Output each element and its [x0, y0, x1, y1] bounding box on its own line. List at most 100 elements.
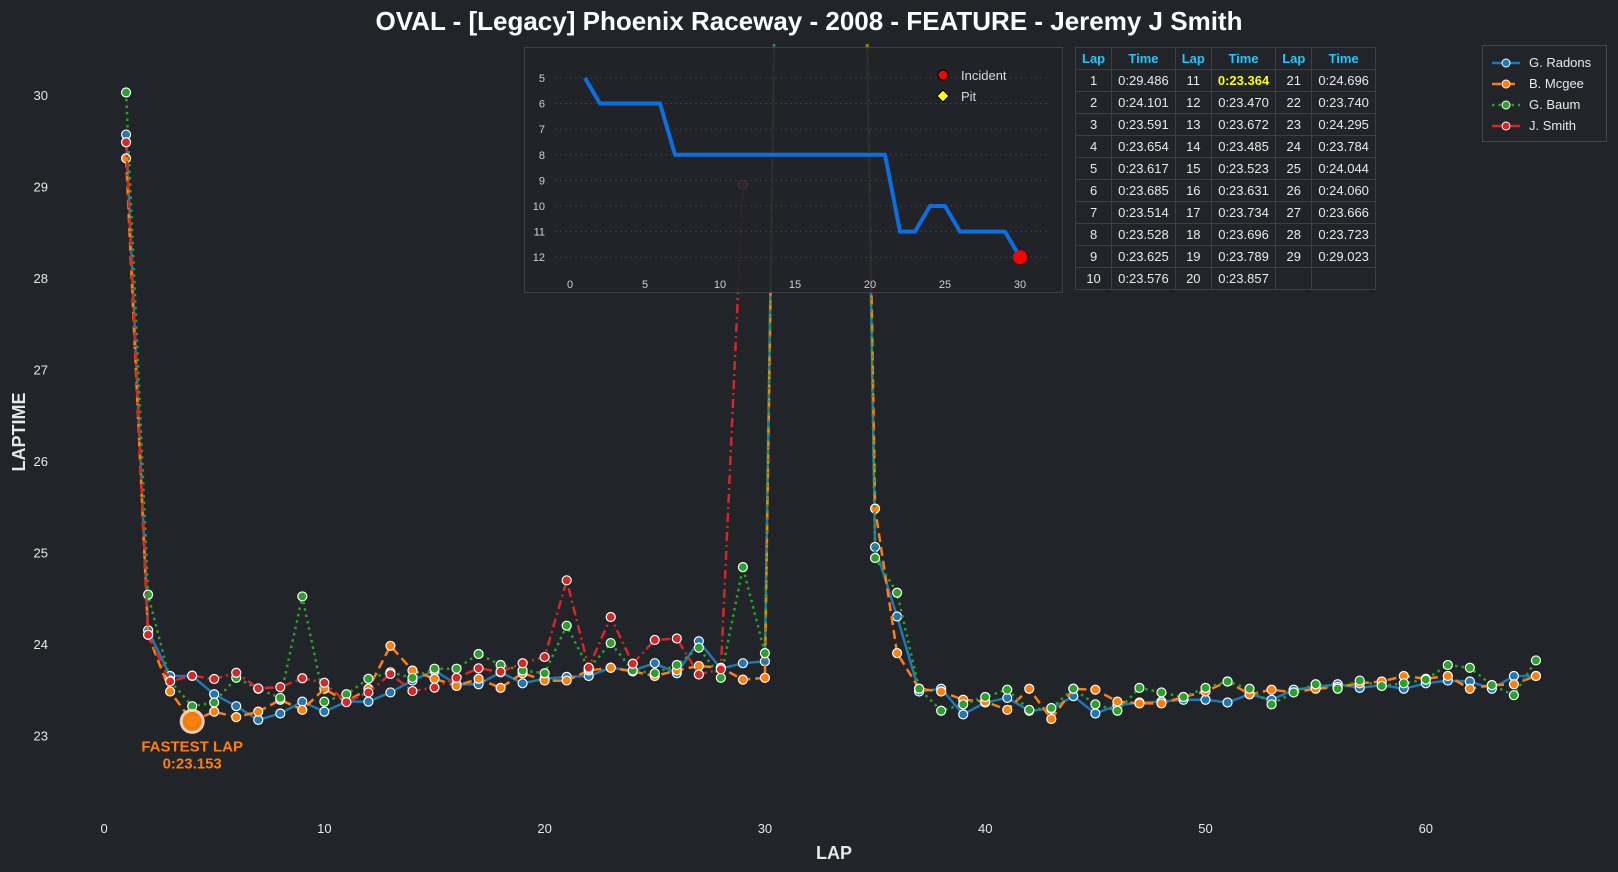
data-point-g-baum [1398, 678, 1409, 689]
data-point-g-radons [517, 678, 528, 689]
y-axis-label: LAPTIME [9, 393, 29, 472]
y-tick-label: 28 [34, 271, 48, 286]
lap-number-cell: 20 [1174, 267, 1212, 290]
inset-legend-label-incident: Incident [961, 68, 1007, 83]
data-point-g-radons [1090, 708, 1101, 719]
data-point-b-mcgee [209, 706, 220, 717]
lap-number-cell: 12 [1174, 91, 1212, 114]
data-point-j-smith [120, 137, 132, 148]
lap-time-cell: 0:23.470 [1210, 91, 1277, 114]
data-point-j-smith [165, 676, 176, 687]
data-point-g-baum [914, 683, 925, 694]
data-point-j-smith [473, 663, 484, 674]
pit-legend-icon [936, 89, 950, 103]
lap-time-cell: 0:23.485 [1210, 135, 1277, 158]
legend-marker [1501, 100, 1511, 109]
data-point-j-smith [231, 667, 242, 678]
data-point-g-baum [892, 587, 903, 598]
lap-number-cell: 19 [1174, 245, 1212, 268]
lap-time-cell: 0:23.857 [1210, 267, 1277, 290]
inset-y-tick-label: 7 [539, 124, 545, 136]
data-point-g-baum [1002, 684, 1013, 695]
data-point-j-smith [429, 682, 440, 693]
lap-number-cell: 2 [1074, 91, 1113, 114]
data-point-j-smith [693, 669, 704, 680]
inset-x-tick-label: 20 [864, 279, 876, 291]
data-point-g-baum [605, 637, 616, 649]
inset-x-tick-label: 25 [939, 279, 951, 291]
lap-time-cell: 0:23.528 [1111, 223, 1176, 246]
data-point-g-baum [737, 562, 748, 573]
data-point-b-mcgee [759, 672, 771, 683]
data-point-g-baum [275, 692, 286, 704]
lap-time-cell: 0:23.666 [1311, 201, 1376, 224]
lap-time-cell: 0:24.044 [1311, 157, 1376, 180]
data-point-j-smith [583, 662, 594, 673]
lap-number-cell: 7 [1074, 201, 1113, 224]
data-point-g-baum [363, 673, 374, 684]
table-row: 5 0:23.617 15 0:23.523 25 0:24.044 [1074, 157, 1376, 180]
data-point-g-radons [363, 696, 374, 707]
data-point-g-baum [1354, 675, 1365, 686]
lap-time-cell: 0:23.672 [1210, 113, 1277, 136]
data-point-j-smith [209, 673, 220, 685]
data-point-g-baum [1244, 683, 1255, 694]
data-point-g-radons [958, 709, 969, 720]
data-point-b-mcgee [561, 675, 572, 686]
lap-times-table: Lap Time Lap Time Lap Time 1 0:29.486 11 0:23.36… [1074, 47, 1376, 290]
data-point-g-radons [385, 687, 396, 698]
data-point-g-baum [1530, 655, 1542, 666]
data-point-j-smith [495, 666, 506, 677]
y-tick-label: 30 [34, 88, 48, 103]
lap-time-cell: 0:23.576 [1111, 267, 1176, 290]
data-point-g-baum [1178, 691, 1189, 703]
data-point-b-mcgee [605, 662, 616, 673]
data-point-j-smith [561, 575, 572, 586]
data-point-g-baum [407, 672, 418, 683]
data-point-b-mcgee [165, 686, 176, 697]
data-point-g-radons [892, 611, 903, 622]
data-point-g-radons [869, 541, 881, 553]
legend-label: J. Smith [1529, 118, 1576, 133]
lap-number-cell: 16 [1174, 179, 1212, 202]
data-point-g-baum [1046, 702, 1057, 714]
data-point-b-mcgee [1530, 670, 1542, 682]
lap-number-cell: 21 [1275, 69, 1313, 92]
legend-item-j-smith: J. Smith [1491, 115, 1606, 136]
data-point-g-baum [1508, 690, 1520, 701]
data-point-g-baum [1112, 705, 1123, 716]
lap-time-cell: 0:24.101 [1111, 91, 1176, 114]
data-point-b-mcgee [385, 640, 396, 651]
data-point-g-radons [737, 658, 748, 669]
table-header-cell: Lap [1275, 47, 1313, 70]
inset-y-tick-label: 11 [534, 227, 545, 239]
lap-number-cell: 29 [1275, 245, 1313, 268]
legend-item-g-radons: G. Radons [1491, 52, 1606, 73]
chart-legend: G. Radons B. Mcgee G. Baum J. Smith [1482, 45, 1607, 142]
lap-time-cell: 0:23.617 [1111, 157, 1176, 180]
lap-time-cell: 0:29.023 [1311, 245, 1376, 268]
lap-time-cell: 0:23.789 [1210, 245, 1277, 268]
lap-number-cell: 3 [1074, 113, 1113, 136]
table-header-cell: Time [1111, 47, 1176, 70]
fastest-lap-label: FASTEST LAP [141, 738, 243, 755]
data-point-g-baum [561, 620, 572, 631]
legend-marker [1501, 58, 1511, 67]
data-point-j-smith [187, 670, 198, 681]
data-point-j-smith [517, 658, 528, 669]
table-header-cell: Time [1311, 47, 1376, 70]
lap-time-cell: 0:23.784 [1311, 135, 1376, 158]
table-row: 3 0:23.591 13 0:23.672 23 0:24.295 [1074, 113, 1376, 136]
data-point-g-baum [1156, 687, 1167, 698]
data-point-j-smith [451, 672, 462, 683]
data-point-g-baum [1486, 680, 1497, 691]
legend-marker [1501, 79, 1511, 88]
lap-number-cell: 1 [1074, 69, 1113, 92]
data-point-g-baum [429, 663, 440, 674]
table-row: 8 0:23.528 18 0:23.696 28 0:23.723 [1074, 223, 1376, 246]
inset-legend-label-pit: Pit [961, 89, 977, 104]
y-tick-label: 26 [34, 454, 48, 469]
legend-marker [1501, 121, 1511, 130]
inset-x-tick-label: 5 [642, 279, 648, 291]
data-point-g-baum [1266, 699, 1277, 710]
